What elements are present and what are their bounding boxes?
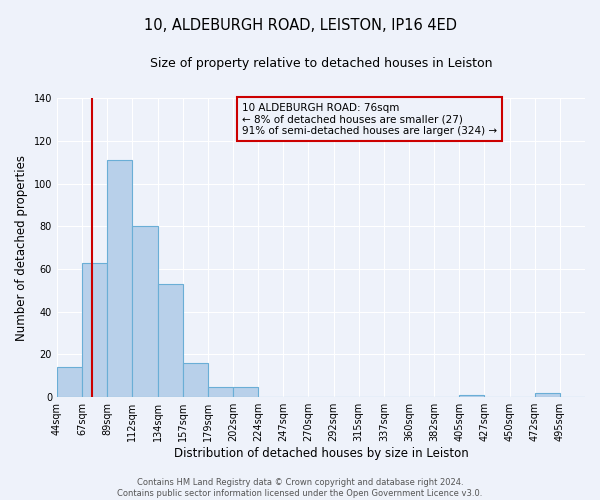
Bar bbox=[82, 262, 107, 397]
Text: 10, ALDEBURGH ROAD, LEISTON, IP16 4ED: 10, ALDEBURGH ROAD, LEISTON, IP16 4ED bbox=[143, 18, 457, 32]
X-axis label: Distribution of detached houses by size in Leiston: Distribution of detached houses by size … bbox=[173, 447, 469, 460]
Bar bbox=[107, 160, 133, 397]
Bar bbox=[459, 395, 484, 397]
Bar bbox=[158, 284, 182, 397]
Bar bbox=[133, 226, 158, 397]
Title: Size of property relative to detached houses in Leiston: Size of property relative to detached ho… bbox=[150, 58, 492, 70]
Bar bbox=[208, 386, 233, 397]
Bar bbox=[182, 363, 208, 397]
Bar bbox=[535, 393, 560, 397]
Text: 10 ALDEBURGH ROAD: 76sqm
← 8% of detached houses are smaller (27)
91% of semi-de: 10 ALDEBURGH ROAD: 76sqm ← 8% of detache… bbox=[242, 102, 497, 136]
Bar bbox=[233, 386, 258, 397]
Bar bbox=[57, 368, 82, 397]
Y-axis label: Number of detached properties: Number of detached properties bbox=[15, 154, 28, 340]
Text: Contains HM Land Registry data © Crown copyright and database right 2024.
Contai: Contains HM Land Registry data © Crown c… bbox=[118, 478, 482, 498]
